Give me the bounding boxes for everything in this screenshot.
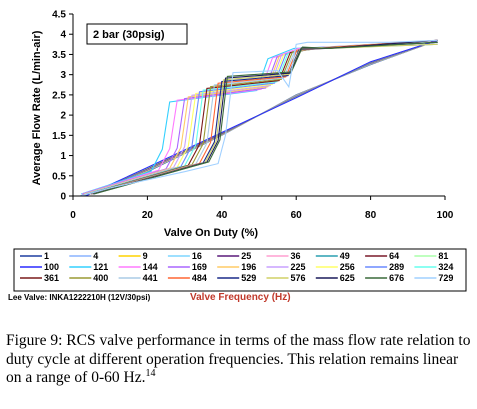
footnote: Lee Valve: INKA1222210H (12V/30psi)	[8, 293, 151, 302]
y-tick-label: 0	[60, 192, 66, 203]
x-tick-label: 20	[142, 210, 154, 221]
legend-label-196: 196	[241, 262, 256, 272]
legend-label-1: 1	[44, 251, 49, 261]
y-tick-label: 1.5	[52, 131, 66, 142]
tick-labels: 0 20 40 60 80 100 0 0.5 1 1.5 2 2.5 3 3.5 4 4.5	[52, 10, 454, 222]
y-tick-label: 4.5	[52, 10, 66, 21]
flow-rate-chart: 0 20 40 60 80 100 0 0.5 1 1.5 2 2.5 3 3.5 4 4.5 Valve O…	[8, 10, 467, 303]
legend-label-4: 4	[93, 251, 98, 261]
legend-label-529: 529	[241, 273, 256, 283]
legend-label-400: 400	[93, 273, 108, 283]
figure-caption: Figure 9: RCS valve performance in terms…	[6, 332, 472, 388]
legend-label-484: 484	[192, 273, 207, 283]
y-axis-label: Average Flow Rate (L/min-air)	[31, 30, 43, 185]
legend-label-169: 169	[192, 262, 207, 272]
y-tick-label: 0.5	[52, 171, 66, 182]
series-line-144	[81, 43, 438, 195]
legend-label-256: 256	[340, 262, 355, 272]
legend-label-121: 121	[93, 262, 108, 272]
x-axis-label: Valve On Duty (%)	[164, 227, 258, 239]
series-line-4	[80, 39, 438, 197]
legend-label-144: 144	[143, 262, 158, 272]
axes	[72, 14, 445, 197]
series-line-81	[84, 39, 438, 197]
annotation-box	[86, 23, 188, 45]
legend-label-324: 324	[438, 262, 453, 272]
legend-label-576: 576	[291, 273, 306, 283]
y-tick-label: 2	[60, 111, 66, 122]
x-tick-label: 40	[216, 210, 228, 221]
annotation-label: 2 bar (30psig)	[93, 29, 165, 41]
legend-title: Valve Frequency (Hz)	[190, 292, 291, 303]
legend-label-9: 9	[143, 251, 148, 261]
legend-label-16: 16	[192, 251, 202, 261]
series-line-121	[81, 41, 438, 195]
legend-label-25: 25	[241, 251, 251, 261]
legend-label-64: 64	[389, 251, 399, 261]
legend-label-676: 676	[389, 273, 404, 283]
legend-label-289: 289	[389, 262, 404, 272]
x-tick-label: 100	[437, 210, 454, 221]
x-tick-label: 80	[365, 210, 377, 221]
caption-ref: 14	[145, 367, 156, 379]
y-tick-label: 4	[60, 30, 66, 41]
legend-label-729: 729	[438, 273, 453, 283]
legend-label-625: 625	[340, 273, 355, 283]
caption-text: Figure 9: RCS valve performance in terms…	[6, 332, 471, 386]
legend-label-441: 441	[143, 273, 158, 283]
x-tick-label: 0	[70, 210, 76, 221]
series-line-196	[83, 41, 438, 195]
series-line-169	[82, 39, 438, 195]
legend-label-36: 36	[291, 251, 301, 261]
legend-label-225: 225	[291, 262, 306, 272]
series-line-676	[93, 41, 438, 195]
y-tick-label: 3	[60, 70, 66, 81]
series-line-256	[85, 39, 438, 195]
legend-label-49: 49	[340, 251, 350, 261]
y-tick-label: 1	[60, 151, 66, 162]
legend-label-361: 361	[44, 273, 59, 283]
series-line-1	[80, 39, 438, 197]
y-tick-label: 3.5	[52, 50, 66, 61]
series-line-100	[85, 39, 438, 197]
legend-label-100: 100	[44, 262, 59, 272]
series-line-729	[80, 39, 438, 197]
legend-label-81: 81	[438, 251, 448, 261]
x-tick-label: 60	[291, 210, 303, 221]
y-tick-label: 2.5	[52, 90, 66, 101]
plot-area	[80, 39, 438, 197]
